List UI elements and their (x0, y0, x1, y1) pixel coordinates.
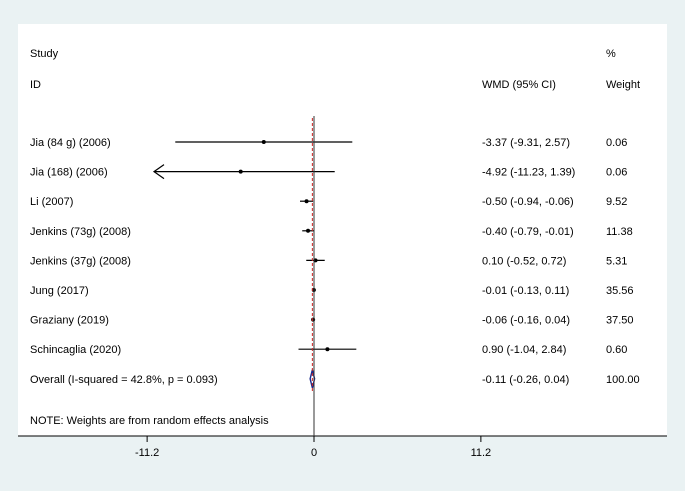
study-weight-text: 9.52 (606, 196, 627, 208)
point-estimate (261, 140, 266, 144)
header-effect: WMD (95% CI) (482, 79, 556, 91)
study-ci-text: -3.37 (-9.31, 2.57) (482, 137, 570, 149)
x-axis: -11.2 0 11.2 (18, 435, 667, 459)
study-row: Jenkins (73g) (2008) -0.40 (-0.79, -0.01)… (30, 226, 633, 238)
study-ci-text: 0.10 (-0.52, 0.72) (482, 255, 566, 267)
x-tick-label: 11.2 (471, 447, 492, 459)
header-id: ID (30, 79, 41, 91)
study-label: Graziany (2019) (30, 315, 109, 327)
study-label: Jia (168) (2006) (30, 167, 108, 179)
study-weight-text: 0.60 (606, 344, 627, 356)
study-ci-text: -0.01 (-0.13, 0.11) (482, 285, 569, 297)
study-ci-text: -0.06 (-0.16, 0.04) (482, 315, 570, 327)
study-label: Li (2007) (30, 196, 73, 208)
overall-diamond (309, 369, 316, 388)
point-estimate (311, 317, 316, 322)
ci-arrow-left (152, 164, 165, 180)
overall-ci-text: -0.11 (-0.26, 0.04) (482, 374, 569, 386)
x-tick-label: -11.2 (135, 447, 159, 459)
point-estimate (325, 347, 330, 352)
study-weight-text: 0.06 (606, 137, 627, 149)
study-label: Jung (2017) (30, 285, 89, 297)
overall-weight-text: 100.00 (606, 374, 640, 386)
study-weight-text: 5.31 (606, 255, 627, 267)
study-row: Graziany (2019) -0.06 (-0.16, 0.04) 37.50 (30, 315, 634, 327)
study-label: Schincaglia (2020) (30, 344, 121, 356)
study-label: Jenkins (37g) (2008) (30, 255, 131, 267)
study-weight-text: 0.06 (606, 167, 627, 179)
header-study: Study (30, 48, 59, 60)
study-ci-text: -0.40 (-0.79, -0.01) (482, 226, 574, 238)
header-weight: Weight (606, 79, 640, 91)
point-estimate (306, 228, 311, 233)
header-percent: % (606, 48, 616, 60)
study-row: Li (2007) -0.50 (-0.94, -0.06) 9.52 (30, 196, 627, 208)
study-weight-text: 35.56 (606, 285, 634, 297)
x-tick-label: 0 (311, 447, 317, 459)
study-rows: Jia (84 g) (2006) -3.37 (-9.31, 2.57) 0.06… (30, 137, 634, 356)
study-row: Jenkins (37g) (2008) 0.10 (-0.52, 0.72) 5.… (30, 255, 627, 267)
study-weight-text: 37.50 (606, 315, 634, 327)
study-row: Schincaglia (2020) 0.90 (-1.04, 2.84) 0.60 (30, 344, 627, 356)
study-label: Jia (84 g) (2006) (30, 137, 111, 149)
study-label: Jenkins (73g) (2008) (30, 226, 131, 238)
study-row: Jung (2017) -0.01 (-0.13, 0.11) 35.56 (30, 285, 634, 297)
point-estimate (238, 169, 243, 174)
study-ci-text: -4.92 (-11.23, 1.39) (482, 167, 575, 179)
point-estimate (304, 199, 309, 204)
plot-panel (18, 24, 667, 436)
study-row: Jia (84 g) (2006) -3.37 (-9.31, 2.57) 0.06 (30, 137, 627, 149)
study-ci-text: -0.50 (-0.94, -0.06) (482, 196, 574, 208)
overall-label: Overall (I-squared = 42.8%, p = 0.093) (30, 374, 218, 386)
note-text: NOTE: Weights are from random effects an… (30, 415, 269, 427)
overall-row: Overall (I-squared = 42.8%, p = 0.093) -0… (30, 369, 640, 388)
study-ci-text: 0.90 (-1.04, 2.84) (482, 344, 566, 356)
study-weight-text: 11.38 (606, 226, 633, 238)
study-row: Jia (168) (2006) -4.92 (-11.23, 1.39) 0.06 (30, 164, 627, 180)
